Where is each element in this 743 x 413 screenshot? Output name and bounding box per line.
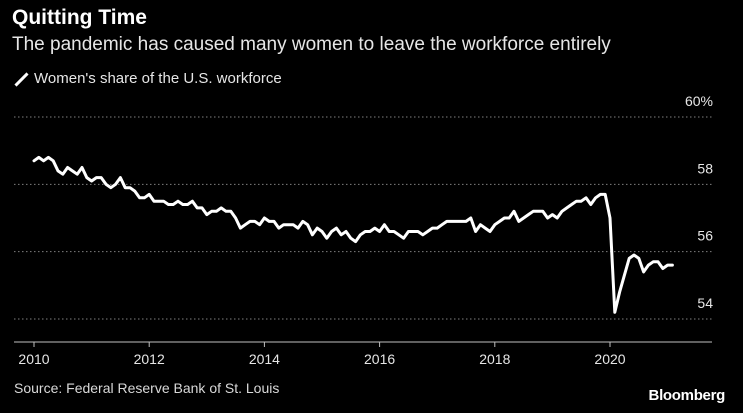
gridlines xyxy=(14,116,712,343)
bloomberg-logo: Bloomberg xyxy=(648,387,726,404)
legend-label: Women's share of the U.S. workforce xyxy=(34,70,282,87)
x-axis-ticks: 2010 2012 2014 2016 2018 2020 xyxy=(18,342,626,367)
x-tick-label-2020: 2020 xyxy=(594,351,625,367)
x-tick-label-2010: 2010 xyxy=(18,351,49,367)
source-note: Source: Federal Reserve Bank of St. Loui… xyxy=(14,380,280,396)
y-tick-label-58: 58 xyxy=(697,160,713,176)
chart-title: Quitting Time xyxy=(12,6,147,29)
x-tick-label-2014: 2014 xyxy=(249,351,280,367)
x-tick-label-2016: 2016 xyxy=(364,351,395,367)
chart-subtitle: The pandemic has caused many women to le… xyxy=(12,34,611,55)
x-tick-label-2018: 2018 xyxy=(479,351,510,367)
y-tick-label-60: 60% xyxy=(685,93,713,109)
y-tick-label-56: 56 xyxy=(697,228,713,244)
x-tick-label-2012: 2012 xyxy=(134,351,165,367)
y-axis-ticks: 54 56 58 60% xyxy=(685,93,713,311)
y-tick-label-54: 54 xyxy=(697,295,713,311)
chart-legend: Women's share of the U.S. workforce xyxy=(14,70,282,87)
series-line-womens-share xyxy=(32,155,674,314)
